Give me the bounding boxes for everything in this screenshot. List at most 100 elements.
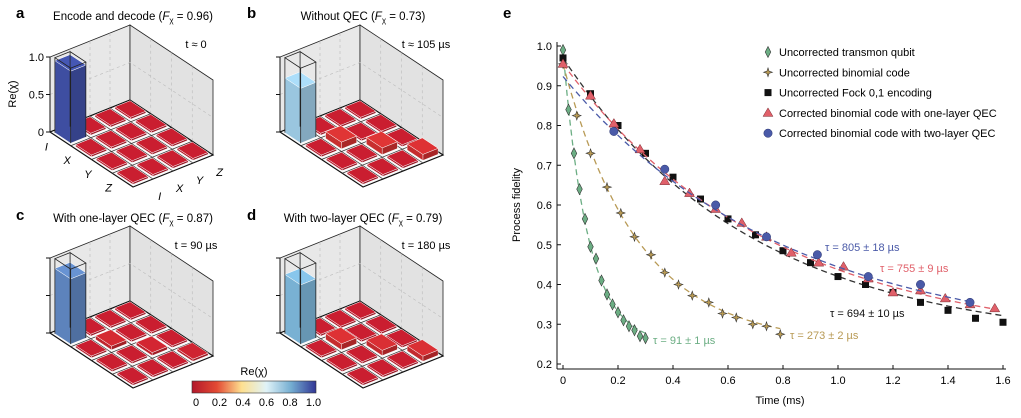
bar [386,350,419,370]
wall-grid-line [49,263,214,319]
data-point [762,232,771,242]
bar [324,108,357,128]
data-point [762,107,774,117]
floor-grid-line [319,115,404,172]
data-point [717,308,728,319]
y-tick-label: 0.8 [537,121,552,133]
z-axis-label: Re(χ) [7,80,19,107]
bar [385,328,418,349]
x-tick-label: 1.0 [830,375,845,387]
legend-item: Corrected binomial code with one-layer Q… [762,107,997,120]
data-point [752,231,759,239]
colorbar: Re(χ) 0 0.2 0.4 0.6 0.8 1.0 [191,366,321,409]
tau-label: τ = 273 ± 2 µs [790,330,859,342]
bar [155,127,188,148]
bar [155,328,188,349]
legend-item: Uncorrected binomial code [762,66,910,79]
fidelity-subscript: χ [169,16,174,25]
data-point [762,66,774,78]
bar [325,327,358,351]
data-point [834,273,842,281]
colorbar-tick-label: 0.2 [212,397,227,409]
time-annotation: t = 90 µs [175,240,218,252]
data-point [887,286,899,297]
legend-label: Corrected binomial code with one-layer Q… [779,108,997,120]
fidelity-value: 0.73 [399,11,421,23]
data-point [764,45,772,59]
col-label: Z [215,167,224,179]
ideal-wireframe [54,51,87,144]
floor-grid-line [89,316,174,373]
z-tick-label: 0 [38,127,44,139]
bar [365,114,398,134]
fidelity-value: 0.87 [187,213,209,225]
data-point [615,207,626,219]
data-point [999,318,1007,326]
bar [176,141,209,161]
col-label: I [158,191,161,203]
data-point [724,215,732,223]
bar [75,339,108,359]
legend-item: Uncorrected transmon qubit [764,45,915,59]
bar [95,151,128,172]
data-point [761,320,772,332]
data-point [642,149,649,157]
fidelity-symbol: F [162,11,170,23]
data-point [571,110,582,121]
bar [324,309,357,329]
ideal-wireframe [284,252,317,345]
bar [345,344,378,365]
time-annotation: t = 180 µs [402,240,451,252]
data-point [807,259,814,267]
bar [156,149,189,169]
bar [115,344,148,365]
data-point [565,103,572,116]
data-point [669,173,677,181]
bar [325,125,358,150]
tau-label: τ = 805 ± 18 µs [825,242,900,254]
fit-curve [562,57,1004,317]
data-point [730,312,742,323]
wall-grid-line [279,62,444,118]
panel-letter: e [503,5,511,22]
data-point [989,302,1001,313]
bar [284,71,317,144]
panel-c: c With one-layer QEC (Fχ = 0.87) t = 90 µs [16,207,218,389]
data-point [917,298,924,306]
bar [325,151,358,172]
data-point [603,288,611,301]
bar [94,309,127,329]
floor-grid-line [112,140,193,174]
bar [344,301,377,321]
wall-grid-line [279,263,444,319]
data-point [779,247,787,255]
bar [406,137,439,161]
title-text: Without QEC [301,11,368,23]
bar [135,114,168,134]
bar [95,329,128,351]
data-point [774,328,786,340]
data-point [609,127,619,136]
bar [136,358,169,378]
x-tick-label: 1.6 [995,375,1010,387]
bar [95,352,128,373]
data-point [557,58,569,68]
data-point [673,279,684,290]
col-label: X [175,183,184,195]
bar [135,335,168,357]
bar [325,352,358,373]
data-point [585,90,596,100]
fidelity-value: 0.79 [416,213,438,225]
bar [176,342,209,362]
data-point [965,297,975,307]
bar [305,138,338,158]
data-point [747,319,758,330]
data-point [659,175,671,185]
data-point [587,240,594,253]
bar [365,315,398,335]
ideal-wireframe [284,51,317,144]
fit-curve [562,49,646,334]
data-point [863,272,873,281]
x-tick-label: 0.6 [720,375,735,387]
